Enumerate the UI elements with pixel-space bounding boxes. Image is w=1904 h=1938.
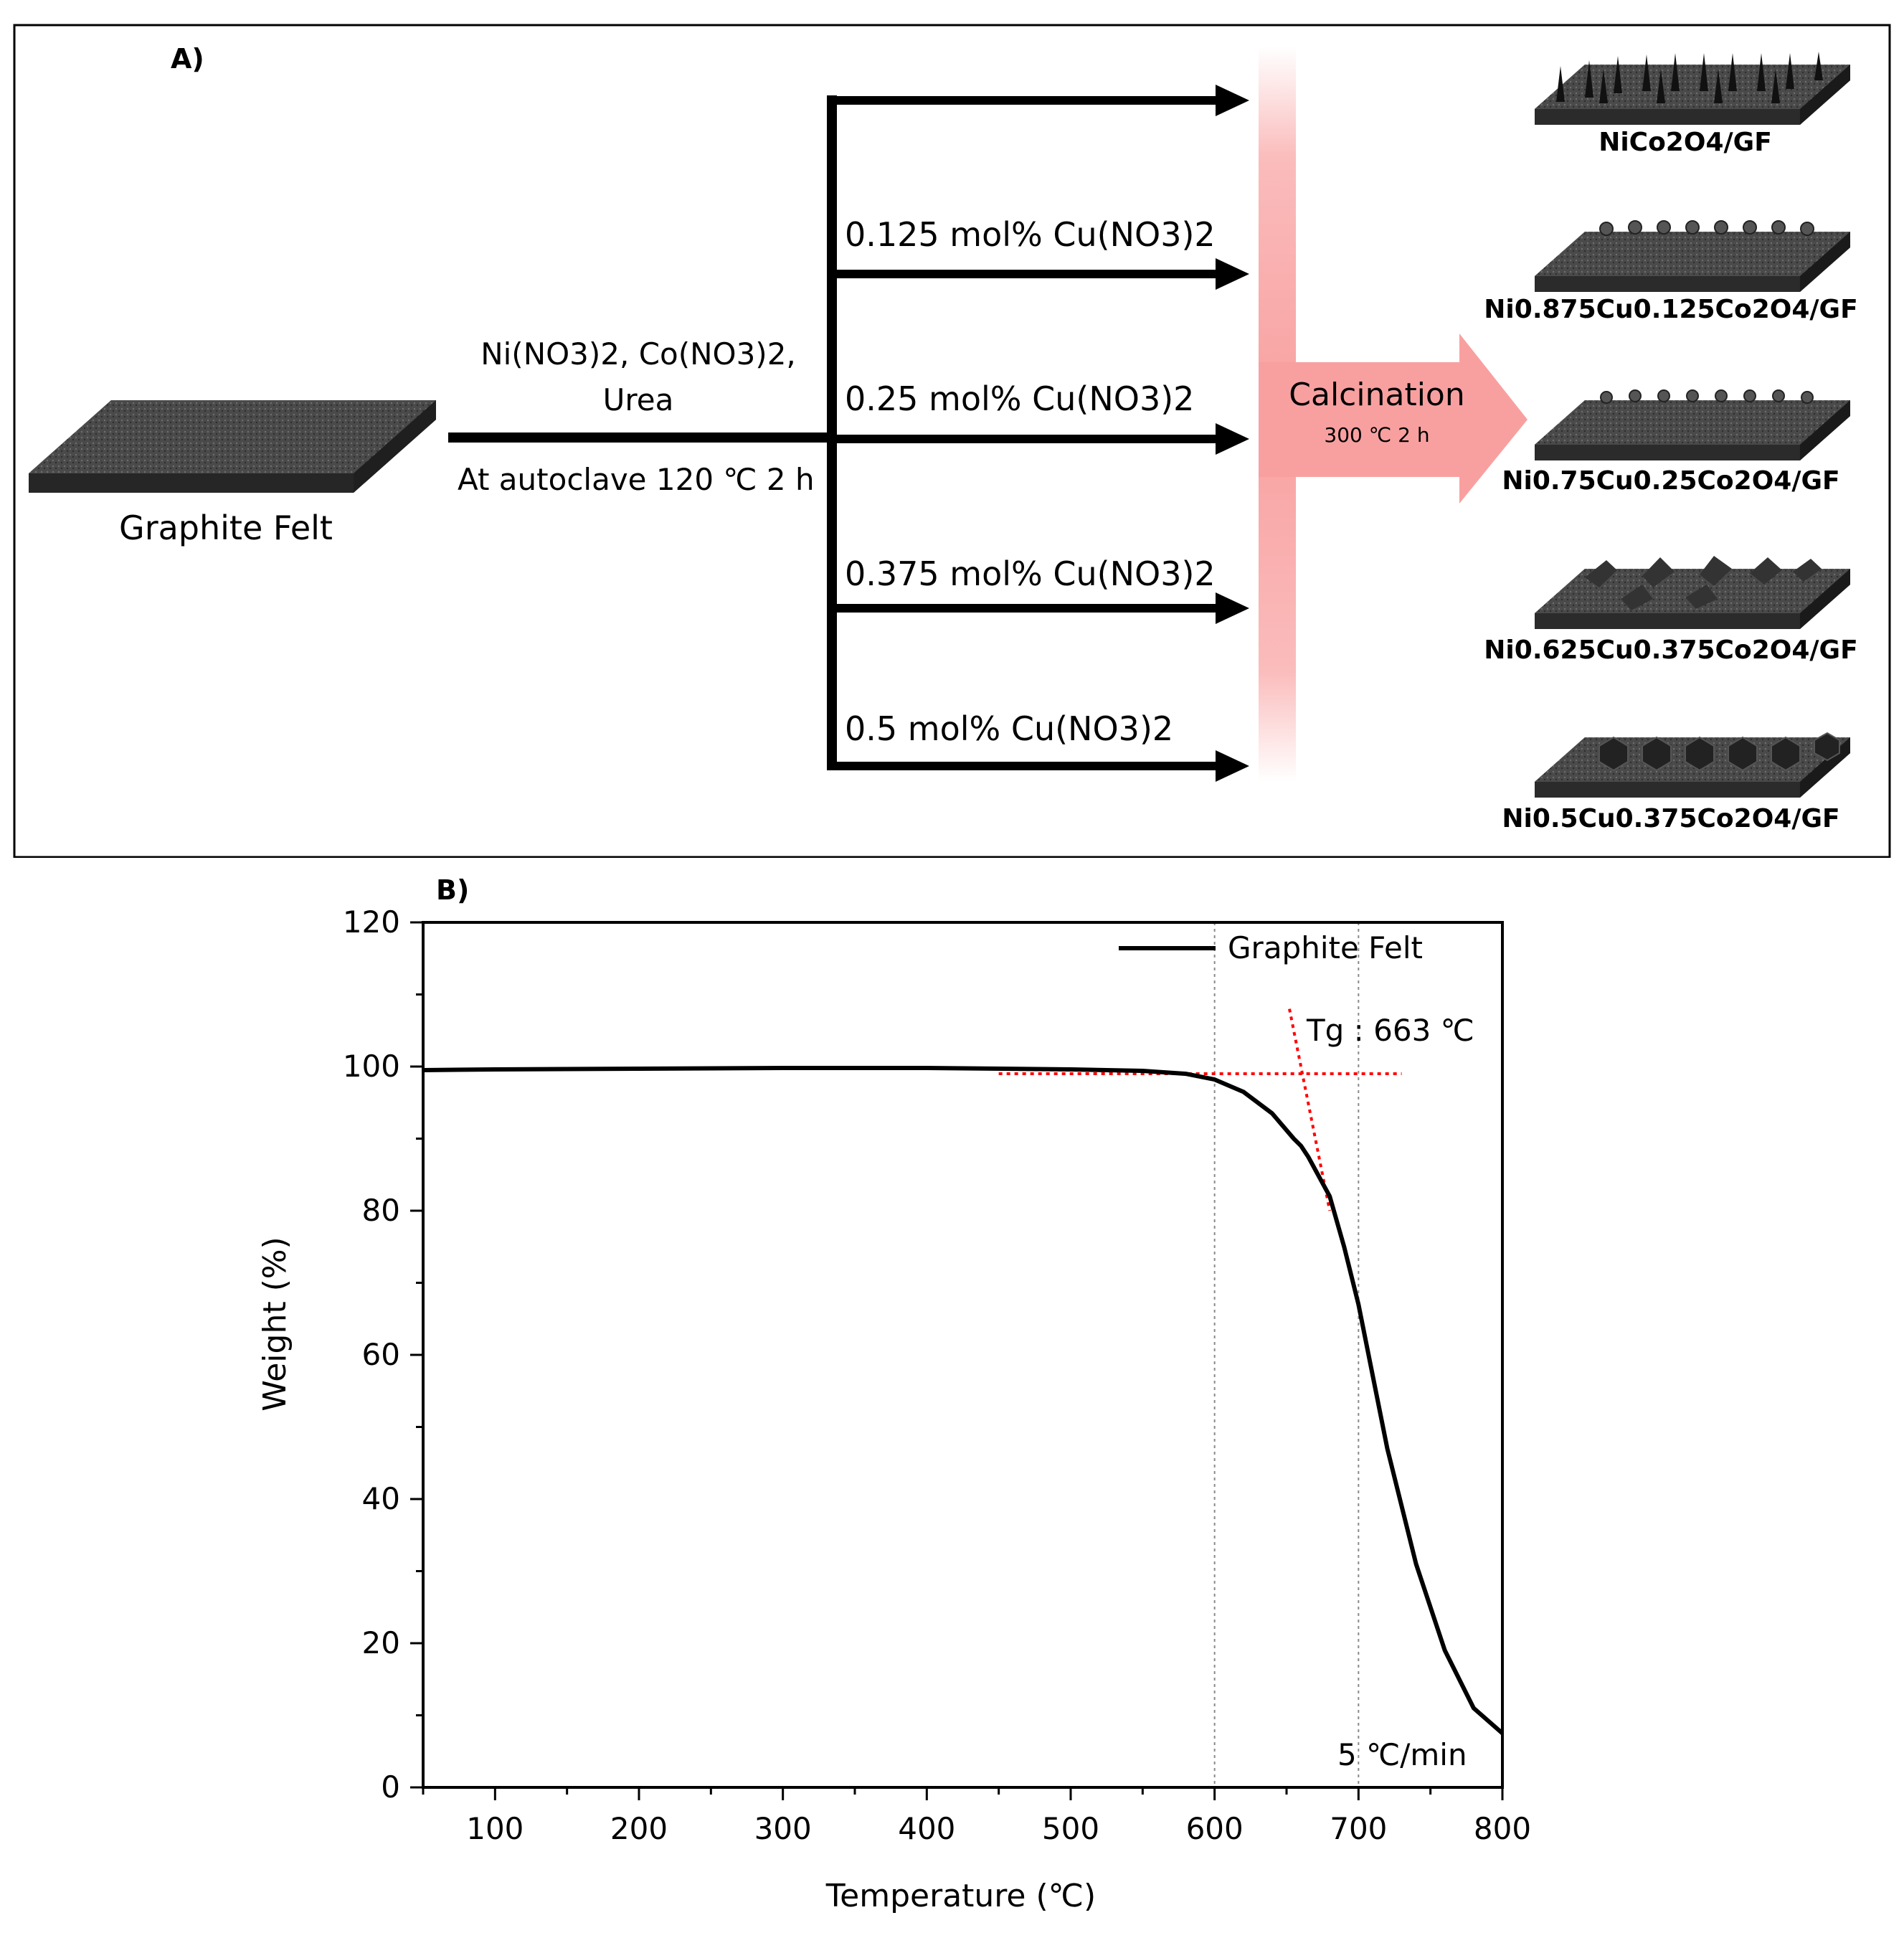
branch-label-2: 0.25 mol% Cu(NO3)2 [845,379,1194,418]
y-tick-label-80: 80 [362,1193,400,1228]
autoclave-condition: At autoclave 120 ℃ 2 h [458,462,815,497]
x-axis-ticks: 100 200 300 400 500 600 700 800 [422,1787,1531,1846]
y-axis-label: Weight (%) [257,1237,293,1411]
branch-label-4: 0.5 mol% Cu(NO3)2 [845,709,1173,748]
branch-arrow-2 [827,423,1249,455]
y-tick-label-60: 60 [362,1337,400,1372]
plot-frame [422,921,1504,1789]
y-tick-label-120: 120 [343,904,400,940]
reagents-line1: Ni(NO3)2, Co(NO3)2, [480,336,796,372]
calcination-condition: 300 ℃ 2 h [1324,423,1429,447]
graphite-felt-illustration [29,400,436,493]
calcination-title: Calcination [1289,377,1464,413]
panel-a-border [13,24,1891,858]
x-tick-label-400: 400 [898,1811,955,1846]
product-label-1: Ni0.875Cu0.125Co2O4/GF [1484,295,1857,324]
graphite-felt-label: Graphite Felt [119,509,333,547]
tga-chart: B) 100 200 300 400 500 600 700 800 0 20 40 60 80 100… [257,874,1531,1914]
x-tick-label-300: 300 [754,1811,812,1846]
x-tick-label-500: 500 [1042,1811,1099,1846]
product-felts [1535,52,1850,798]
product-label-3: Ni0.625Cu0.375Co2O4/GF [1484,635,1857,665]
reference-lines [1213,922,1360,1787]
x-tick-label-700: 700 [1330,1811,1387,1846]
branch-label-3: 0.375 mol% Cu(NO3)2 [845,554,1216,593]
y-tick-label-40: 40 [362,1481,400,1516]
x-axis-label: Temperature (℃) [825,1878,1096,1914]
tangent-lines [998,1008,1402,1211]
product-label-2: Ni0.75Cu0.25Co2O4/GF [1502,466,1839,496]
tg-annotation: Tg : 663 ℃ [1306,1013,1474,1048]
y-tick-label-20: 20 [362,1625,400,1660]
product-felt-0 [1535,52,1850,125]
product-felt-4 [1535,732,1850,798]
branch-arrow-1 [827,258,1249,290]
series-layer [422,1066,1504,1735]
y-tick-label-0: 0 [381,1769,400,1805]
x-tick-label-600: 600 [1186,1811,1244,1846]
x-tick-label-200: 200 [610,1811,668,1846]
product-felt-2 [1535,389,1850,460]
reagents-line2: Urea [603,382,674,417]
branch-arrow-4 [827,750,1249,782]
branch-arrow-3 [827,592,1249,624]
panel-a-label: A) [171,43,204,75]
product-felt-3 [1535,556,1850,629]
x-tick-label-800: 800 [1474,1811,1531,1846]
legend: Graphite Felt [1119,930,1423,965]
branch-arrow-0 [827,85,1249,116]
synthesis-scheme: A) Graphite Felt Ni(NO3)2, Co(NO3)2, Ure… [13,24,1891,858]
panel-b-label: B) [436,874,469,906]
heating-rate-annotation: 5 ℃/min [1337,1737,1467,1772]
y-tick-label-100: 100 [343,1049,400,1084]
legend-label: Graphite Felt [1228,930,1423,965]
product-label-4: Ni0.5Cu0.375Co2O4/GF [1502,804,1839,833]
branch-arrows [827,85,1249,782]
series-line-graphite-felt [422,1066,1504,1735]
tangent-line-1 [1288,1008,1332,1211]
branch-label-1: 0.125 mol% Cu(NO3)2 [845,215,1216,254]
y-axis-ticks: 0 20 40 60 80 100 120 [343,904,423,1805]
product-felt-1 [1535,220,1850,292]
x-tick-label-100: 100 [466,1811,524,1846]
product-label-0: NiCo2O4/GF [1598,128,1772,157]
calcination-arrow [1259,334,1528,504]
